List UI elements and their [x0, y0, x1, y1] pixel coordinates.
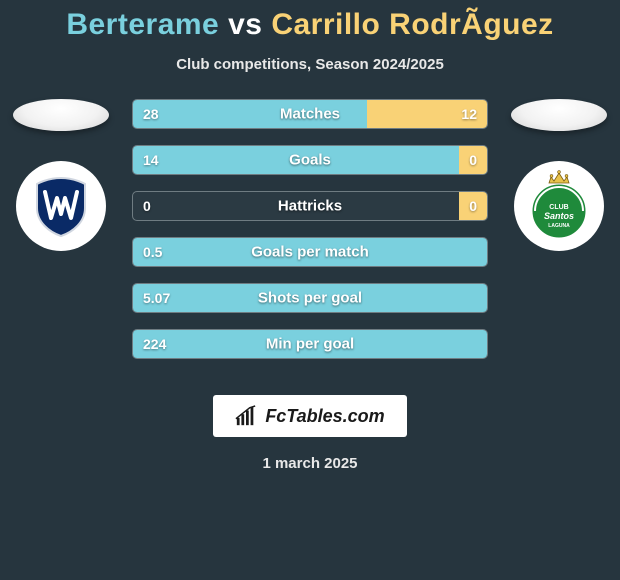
club-badge-monterrey	[16, 161, 106, 251]
stat-row-gpm: 0.5 Goals per match	[132, 237, 488, 267]
svg-text:LAGUNA: LAGUNA	[548, 223, 570, 229]
content: CLUB Santos LAGUNA 28 Matches 12 14 Goal…	[0, 99, 620, 389]
club-badge-santos: CLUB Santos LAGUNA	[514, 161, 604, 251]
monterrey-crest-icon	[29, 174, 93, 238]
left-player-column	[6, 99, 116, 251]
subtitle: Club competitions, Season 2024/2025	[0, 56, 620, 73]
brand-box[interactable]: FcTables.com	[213, 395, 406, 437]
santos-crest-icon: CLUB Santos LAGUNA	[522, 169, 596, 243]
footer: FcTables.com 1 march 2025	[0, 395, 620, 472]
stat-row-matches: 28 Matches 12	[132, 99, 488, 129]
stat-label: Goals	[289, 152, 331, 169]
stat-row-hattricks: 0 Hattricks 0	[132, 191, 488, 221]
stat-value-left: 0	[143, 198, 151, 214]
stat-value-left: 5.07	[143, 290, 170, 306]
date-text: 1 march 2025	[0, 455, 620, 472]
stat-row-mpg: 224 Min per goal	[132, 329, 488, 359]
stat-value-right: 0	[469, 152, 477, 168]
stat-value-right: 0	[469, 198, 477, 214]
vs-text: vs	[228, 8, 262, 41]
brand-text: FcTables.com	[265, 406, 384, 427]
stat-row-spg: 5.07 Shots per goal	[132, 283, 488, 313]
player2-name: Carrillo RodrÃ­guez	[271, 8, 553, 41]
stat-label: Min per goal	[266, 336, 354, 353]
right-player-column: CLUB Santos LAGUNA	[504, 99, 614, 251]
stats-list: 28 Matches 12 14 Goals 0 0 Hattricks 0 0…	[132, 99, 488, 359]
stat-label: Shots per goal	[258, 290, 362, 307]
header: Berterame vs Carrillo RodrÃ­guez Club co…	[0, 0, 620, 73]
chart-icon	[235, 405, 257, 427]
stat-label: Goals per match	[251, 244, 369, 261]
stat-value-right: 12	[461, 106, 477, 122]
stat-value-left: 224	[143, 336, 166, 352]
svg-text:CLUB: CLUB	[549, 204, 568, 211]
stat-row-goals: 14 Goals 0	[132, 145, 488, 175]
player1-avatar	[13, 99, 109, 131]
page-title: Berterame vs Carrillo RodrÃ­guez	[0, 8, 620, 42]
player2-avatar	[511, 99, 607, 131]
stat-value-left: 14	[143, 152, 159, 168]
stat-label: Matches	[280, 106, 340, 123]
player1-name: Berterame	[66, 8, 219, 41]
stat-value-left: 0.5	[143, 244, 162, 260]
stat-label: Hattricks	[278, 198, 342, 215]
stat-value-left: 28	[143, 106, 159, 122]
svg-text:Santos: Santos	[544, 211, 574, 221]
